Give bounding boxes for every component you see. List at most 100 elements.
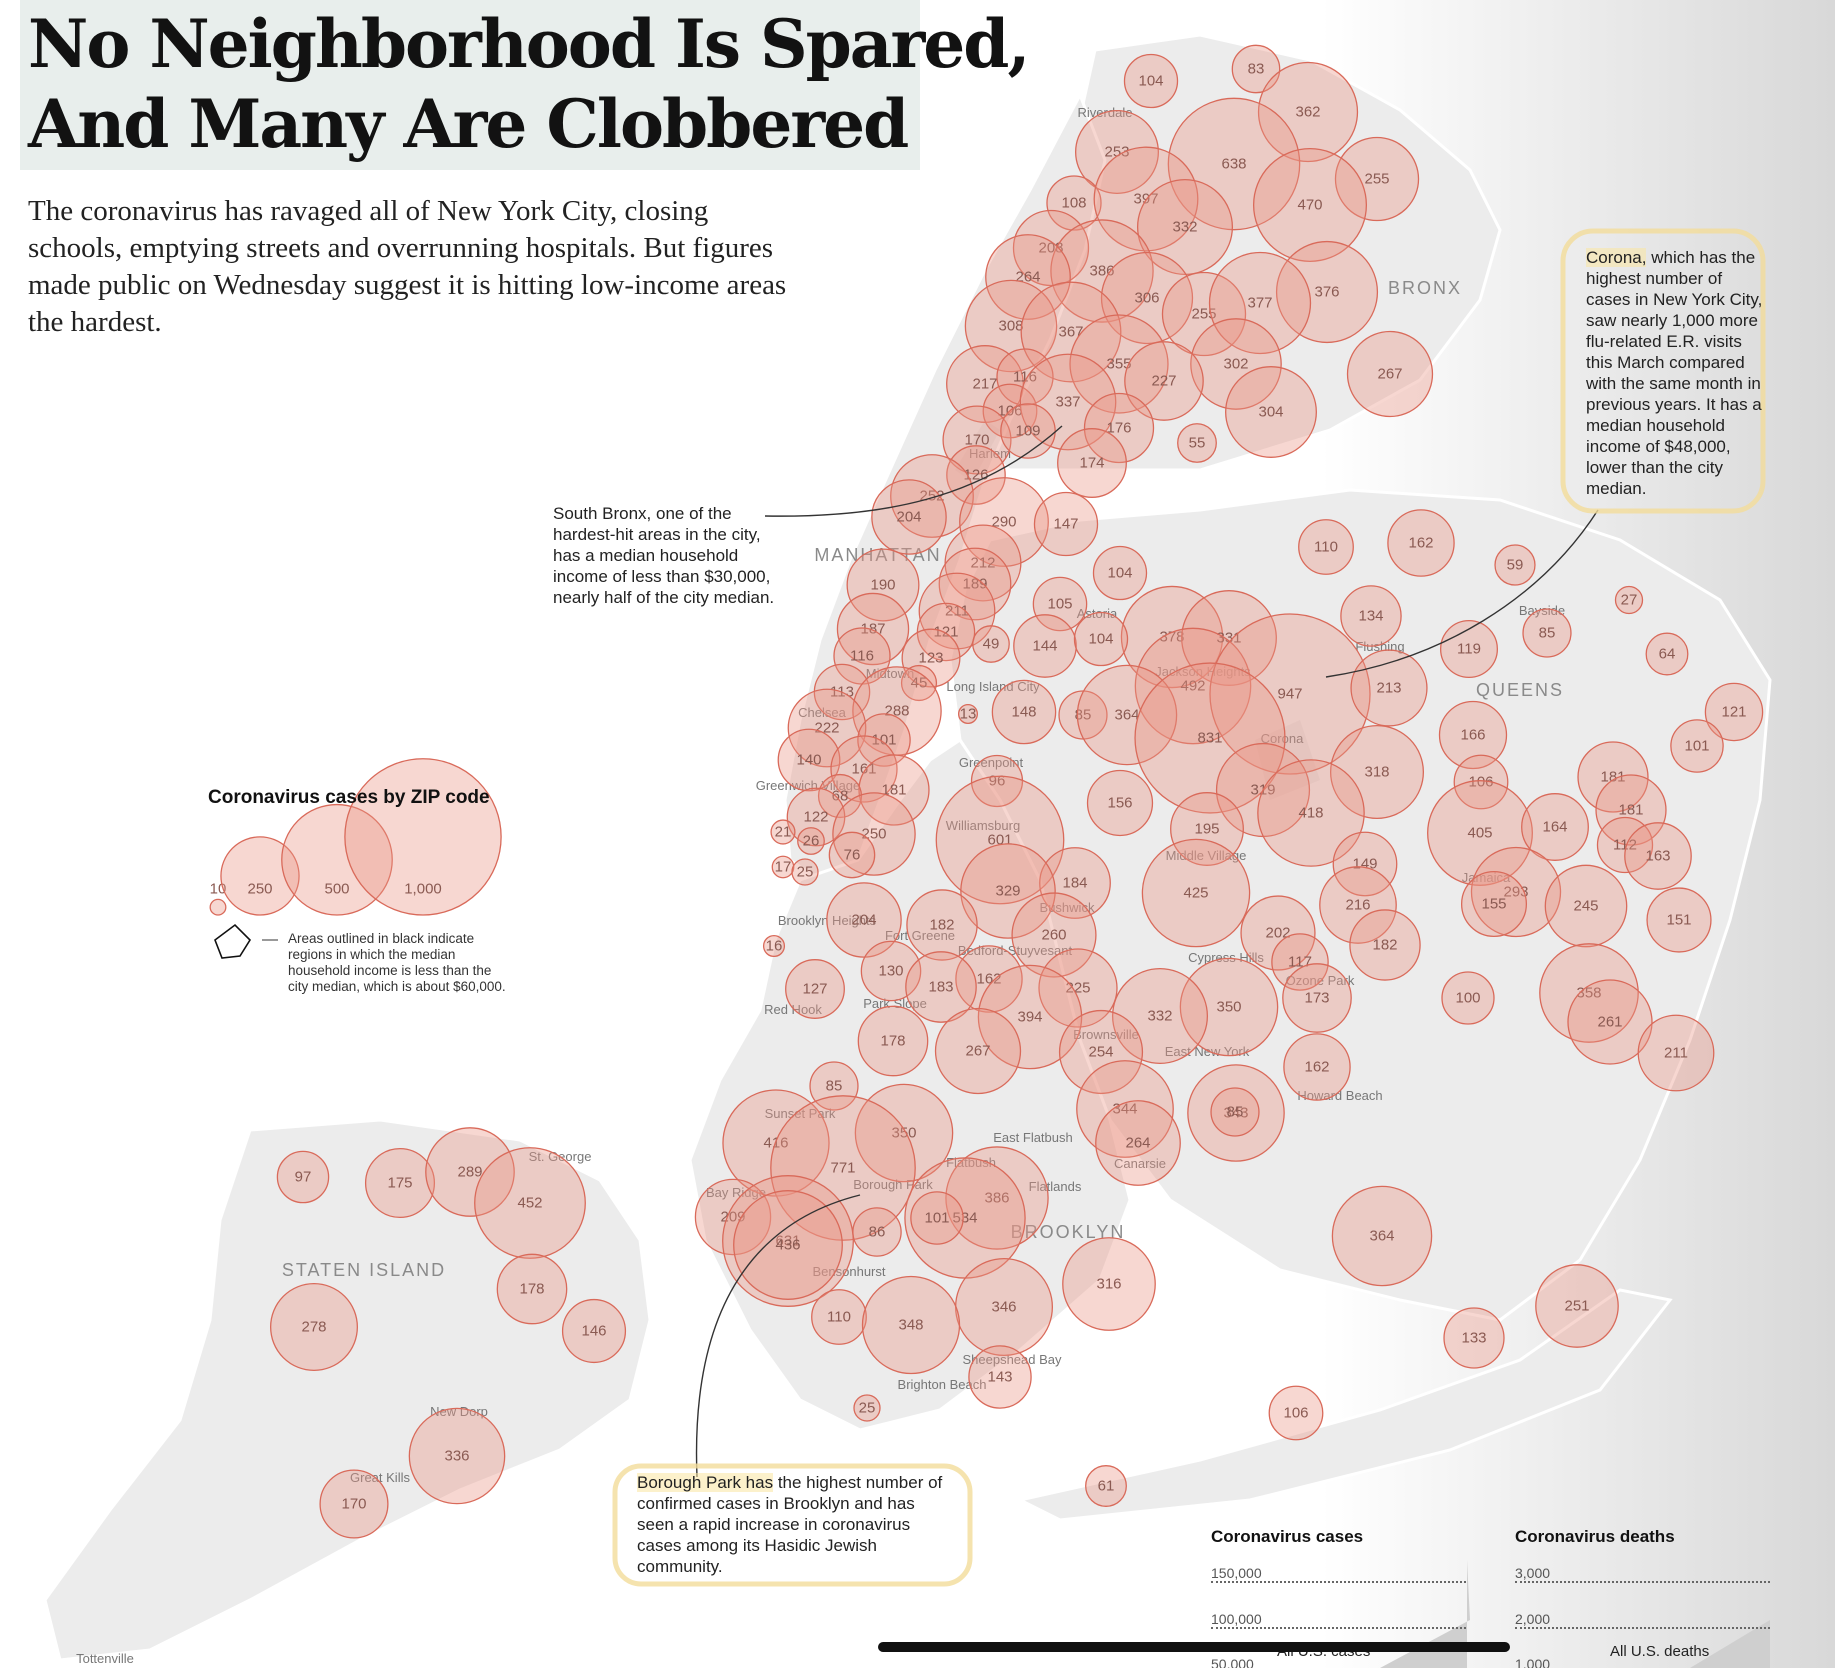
- neighborhood-label: Astoria: [1077, 606, 1118, 621]
- annotation-borough-park-highlight: Borough Park has: [637, 1473, 774, 1492]
- zip-bubble: [900, 664, 938, 702]
- zip-bubble: [1225, 366, 1317, 458]
- zip-bubble-label: 245: [1573, 898, 1598, 915]
- zip-bubble-label: 831: [1197, 730, 1222, 747]
- zip-bubble-label: 306: [1134, 290, 1159, 307]
- zip-bubble: [762, 934, 786, 958]
- zip-bubble: [826, 882, 902, 958]
- zip-bubble-label: 253: [1104, 144, 1129, 161]
- zip-bubble-label: 122: [803, 809, 828, 826]
- zip-bubble: [1645, 632, 1689, 676]
- zip-bubble-label: 304: [1258, 404, 1283, 421]
- zip-bubble: [1134, 627, 1252, 745]
- zip-bubble-label: 302: [1223, 356, 1248, 373]
- zip-bubble: [852, 1207, 902, 1257]
- neighborhood-label: Bay Ridge: [706, 1185, 766, 1200]
- annotation-corona-highlight: Corona,: [1586, 248, 1647, 267]
- neighborhood-label: Flatlands: [1029, 1179, 1082, 1194]
- zip-bubble-label: 362: [1295, 104, 1320, 121]
- neighborhood-label: Brighton Beach: [898, 1377, 987, 1392]
- staten-island-landmass: [43, 1118, 652, 1662]
- zip-bubble: [1136, 178, 1234, 276]
- zip-bubble-label: 204: [896, 509, 921, 526]
- zip-bubble-label: 376: [1314, 284, 1339, 301]
- zip-bubble: [1074, 109, 1160, 195]
- zip-bubble: [1013, 614, 1077, 678]
- zip-bubble-label: 350: [1216, 999, 1241, 1016]
- zip-bubble-label: 174: [1079, 455, 1104, 472]
- cases-tick-50000: 50,000: [1211, 1656, 1466, 1668]
- zip-bubble: [496, 1253, 568, 1325]
- zip-bubble-label: 109: [1015, 423, 1040, 440]
- zip-bubble: [1057, 428, 1127, 498]
- zip-bubble-label: 278: [301, 1319, 326, 1336]
- zip-bubble: [1319, 866, 1397, 944]
- zip-bubble: [944, 524, 1022, 602]
- zip-bubble: [1058, 1009, 1144, 1095]
- zip-bubble-label: 204: [851, 912, 876, 929]
- annotation-corona-text: which has the highest number of cases in…: [1586, 248, 1763, 498]
- zip-bubble: [1340, 585, 1402, 647]
- zip-bubble: [934, 1007, 1022, 1095]
- zip-bubble: [1544, 864, 1628, 948]
- zip-bubble: [996, 348, 1054, 406]
- zip-bubble: [1460, 870, 1528, 938]
- zip-bubble-label: 331: [1216, 630, 1241, 647]
- zip-bubble-label: 123: [918, 650, 943, 667]
- zip-bubble-label: 17: [775, 859, 792, 876]
- zip-bubble: [770, 1095, 916, 1241]
- trend-sparklines: [1380, 1560, 1770, 1668]
- zip-bubble-label: 130: [878, 963, 903, 980]
- zip-bubble-label: 117: [1288, 954, 1312, 971]
- borough-label-queens: QUEENS: [1476, 680, 1564, 700]
- zip-bubble: [1208, 251, 1312, 355]
- zip-bubble-label: 151: [1666, 912, 1691, 929]
- neighborhood-label: Canarsie: [1114, 1156, 1166, 1171]
- zip-bubble-label: 83: [1248, 61, 1265, 78]
- zip-bubble-label: 255: [1364, 171, 1389, 188]
- zip-bubble: [1283, 1033, 1351, 1101]
- zip-bubble: [1181, 590, 1277, 686]
- zip-bubble-label: 25: [797, 864, 814, 881]
- zip-bubble-label: 59: [1507, 557, 1524, 574]
- zip-bubble: [910, 1191, 964, 1245]
- zip-bubble: [1350, 649, 1428, 727]
- zip-bubble: [1443, 1307, 1505, 1369]
- zip-bubble: [957, 703, 979, 725]
- neighborhood-label: Jackson Heights: [1155, 664, 1251, 679]
- zip-bubble: [1124, 341, 1204, 421]
- zip-bubble-label: 213: [1376, 680, 1401, 697]
- zip-bubble-label: 316: [1096, 1276, 1121, 1293]
- zip-bubble-label: 110: [1314, 539, 1338, 556]
- zip-bubble-label: 163: [1645, 848, 1670, 865]
- zip-bubble-label: 202: [1265, 925, 1290, 942]
- zip-bubble-label: 377: [1247, 295, 1272, 312]
- zip-bubble: [1177, 423, 1217, 463]
- zip-bubble: [1282, 963, 1352, 1033]
- horizontal-scrollbar[interactable]: [878, 1642, 1510, 1652]
- zip-bubble-label: 182: [929, 917, 954, 934]
- zip-bubble-label: 86: [869, 1224, 886, 1241]
- zip-bubble: [1298, 519, 1354, 575]
- zip-bubble: [1522, 608, 1572, 658]
- zip-bubble: [1257, 759, 1365, 867]
- neighborhood-label: Jamaica: [1462, 870, 1511, 885]
- neighborhood-label: Fort Greene: [885, 928, 955, 943]
- zip-bubble: [964, 279, 1058, 373]
- zip-bubble: [364, 1147, 436, 1219]
- neighborhood-label: Chelsea: [798, 705, 846, 720]
- zip-bubble: [857, 1005, 929, 1077]
- zip-bubble-label: 45: [911, 675, 928, 692]
- zip-bubble-label: 97: [295, 1169, 312, 1186]
- zip-bubble-label: 49: [983, 636, 1000, 653]
- zip-bubble: [1567, 979, 1653, 1065]
- zip-bubble-label: 181: [1600, 769, 1625, 786]
- neighborhood-label: Great Kills: [350, 1470, 410, 1485]
- zip-bubble-label: 85: [1227, 1104, 1244, 1121]
- zip-bubble: [1252, 147, 1368, 263]
- zip-bubble: [1062, 1237, 1156, 1331]
- zip-bubble: [1210, 1087, 1260, 1137]
- zip-bubble-label: 195: [1194, 821, 1219, 838]
- zip-bubble-label: 348: [898, 1317, 923, 1334]
- neighborhood-label: Howard Beach: [1297, 1088, 1382, 1103]
